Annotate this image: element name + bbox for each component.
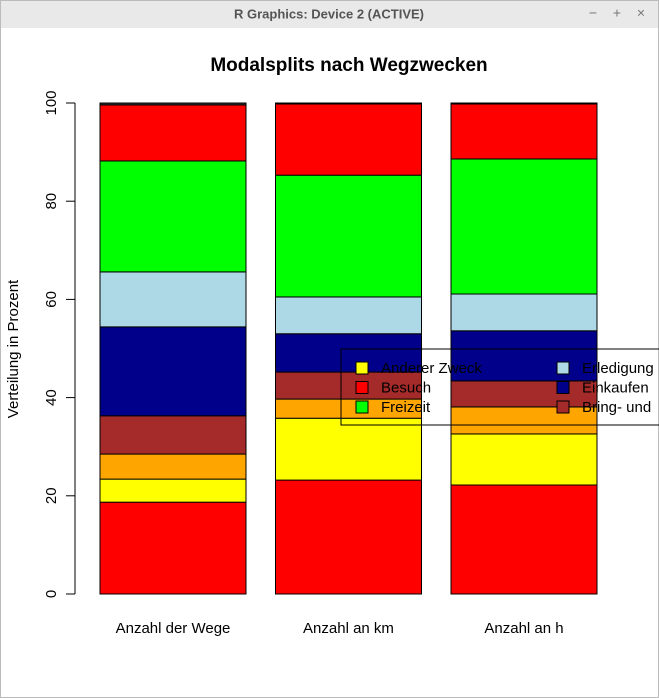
- bar-segment: [450, 484, 598, 595]
- bar-segment: [99, 271, 247, 328]
- legend-swatch: [355, 361, 369, 375]
- legend-swatch: [355, 400, 369, 414]
- bar-segment: [450, 406, 598, 435]
- bar-segment: [99, 415, 247, 455]
- bar-segment: [99, 160, 247, 273]
- y-axis-label: Verteilung in Prozent: [5, 279, 22, 418]
- bar-segment: [99, 478, 247, 503]
- bar-segment: [450, 433, 598, 486]
- bar-segment: [275, 333, 422, 373]
- legend-label: Erledigung: [582, 360, 654, 377]
- legend-box: [340, 348, 659, 426]
- bar-segment: [99, 102, 247, 106]
- y-tick-label: 40: [43, 389, 60, 406]
- legend-label: Besuch: [381, 379, 431, 396]
- bar-segment: [275, 479, 422, 595]
- legend-label: Anderer Zweck: [381, 360, 482, 377]
- bar-segment: [450, 293, 598, 332]
- y-tick-label: 20: [43, 487, 60, 504]
- legend-swatch: [556, 361, 570, 375]
- bar-segment: [450, 102, 598, 105]
- bar-segment: [99, 501, 247, 595]
- bar-segment: [450, 158, 598, 295]
- minimize-button[interactable]: −: [589, 5, 597, 21]
- bar-segment: [450, 380, 598, 408]
- bar-segment: [275, 174, 422, 298]
- legend-swatch: [355, 381, 369, 394]
- y-tick-label: 100: [43, 90, 60, 115]
- chart-title: Modalsplits nach Wegzwecken: [210, 55, 487, 76]
- x-tick-label: Anzahl der Wege: [116, 620, 231, 637]
- close-button[interactable]: ×: [637, 5, 645, 21]
- legend-label: Bring- und: [582, 399, 651, 416]
- legend-swatch: [556, 381, 570, 394]
- y-tick-label: 80: [43, 193, 60, 210]
- bar-segment: [450, 103, 598, 160]
- window-title: R Graphics: Device 2 (ACTIVE): [234, 6, 424, 21]
- legend-swatch: [556, 400, 570, 414]
- bar-segment: [275, 417, 422, 481]
- bar-segment: [275, 296, 422, 335]
- bar-segment: [275, 103, 422, 176]
- bar-segment: [450, 330, 598, 382]
- bar-segment: [99, 104, 247, 162]
- bar-segment: [275, 371, 422, 400]
- x-tick-label: Anzahl an km: [303, 620, 394, 637]
- y-tick-label: 60: [43, 291, 60, 308]
- legend-label: Freizeit: [381, 399, 431, 416]
- title-bar: [1, 1, 658, 28]
- legend-label: Einkaufen: [582, 379, 649, 396]
- bar-segment: [99, 453, 247, 480]
- y-tick-label: 0: [43, 590, 60, 598]
- bar-segment: [99, 326, 247, 417]
- maximize-button[interactable]: +: [613, 5, 621, 21]
- bar-segment: [275, 102, 422, 105]
- x-tick-label: Anzahl an h: [484, 620, 563, 637]
